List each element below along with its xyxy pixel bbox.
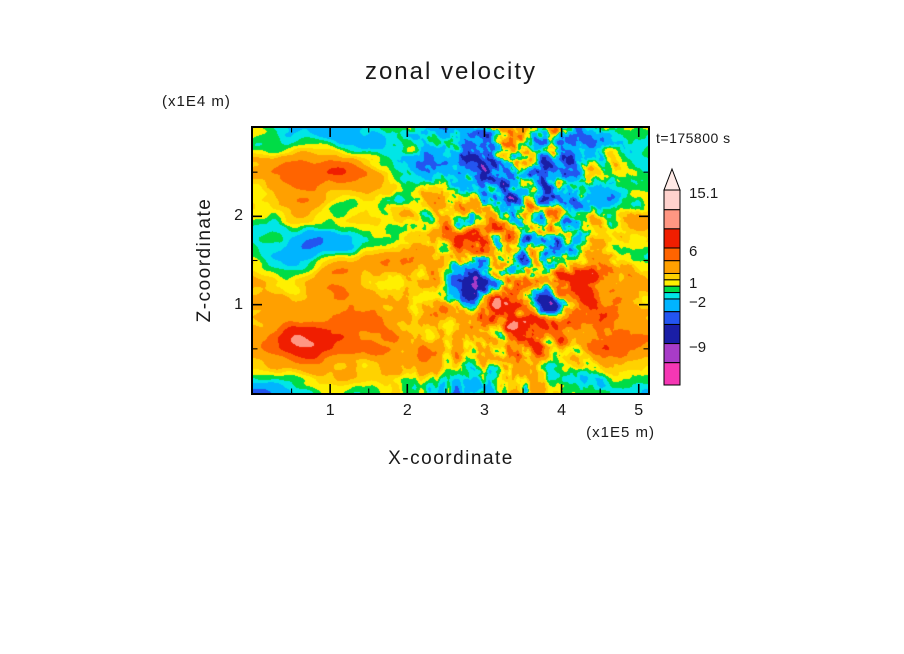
colorbar-band — [663, 279, 681, 287]
colorbar-band — [663, 260, 681, 274]
colorbar-label--2: −2 — [689, 293, 707, 311]
x-axis-title: X-coordinate — [388, 448, 514, 469]
y-axis-unit-label: (x1E4 m) — [162, 93, 231, 110]
colorbar-label-1: 1 — [689, 274, 698, 292]
colorbar-label--9: −9 — [689, 338, 707, 356]
time-annotation: t=175800 s — [656, 130, 731, 146]
chart-title: zonal velocity — [364, 58, 538, 85]
colorbar-band — [663, 343, 681, 364]
colorbar-band — [663, 362, 681, 386]
heatmap-field — [253, 128, 648, 393]
colorbar-band — [663, 189, 681, 211]
colorbar-band — [663, 228, 681, 249]
x-axis-unit-label: (x1E5 m) — [586, 424, 655, 441]
x-tick-label-4: 4 — [557, 402, 567, 419]
colorbar-band — [663, 298, 681, 313]
axis-ticks — [253, 128, 648, 393]
colorbar — [663, 167, 681, 386]
colorbar-band — [663, 247, 681, 262]
colorbar-overflow-arrow — [663, 167, 681, 191]
colorbar-band — [663, 311, 681, 325]
plot-area — [251, 126, 650, 395]
colorbar-band — [663, 292, 681, 300]
colorbar-band — [663, 323, 681, 345]
colorbar-label-6: 6 — [689, 242, 698, 260]
x-tick-label-1: 1 — [325, 402, 335, 419]
y-tick-label-1: 1 — [234, 295, 243, 313]
y-tick-label-2: 2 — [234, 207, 243, 225]
x-tick-label-3: 3 — [479, 402, 489, 419]
colorbar-band — [663, 285, 681, 294]
colorbar-band — [663, 209, 681, 230]
x-tick-label-5: 5 — [634, 402, 644, 419]
colorbar-band — [663, 272, 681, 281]
x-tick-label-2: 2 — [402, 402, 412, 419]
colorbar-label-15.1: 15.1 — [689, 185, 719, 202]
